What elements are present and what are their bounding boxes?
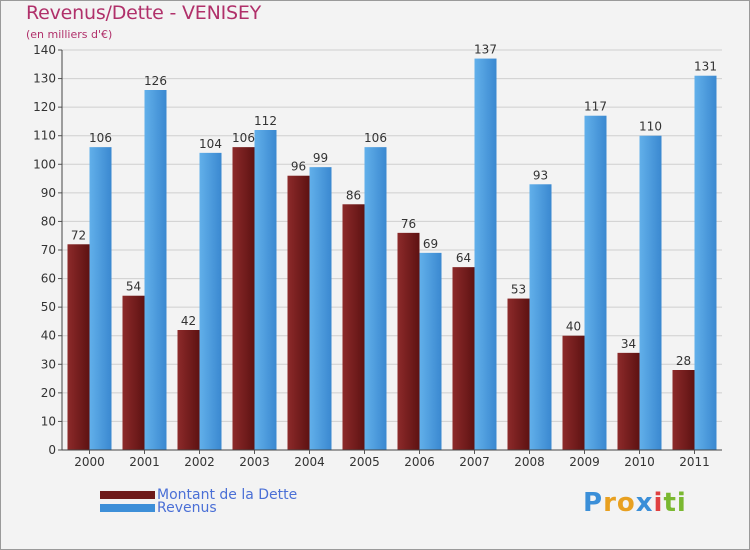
x-tick-label: 2005 [349,455,380,469]
y-tick-label: 100 [33,157,56,171]
x-tick-label: 2003 [239,455,270,469]
logo-letter: i [676,488,687,518]
x-tick-label: 2006 [404,455,435,469]
bar-debt [232,147,255,450]
bar-revenue [584,115,607,450]
bar-debt [122,295,145,450]
bar-debt [342,204,365,450]
data-label-debt: 28 [676,354,691,368]
x-tick-label: 2007 [459,455,490,469]
x-tick-label: 2004 [294,455,325,469]
proxiti-logo: Proxiti [583,488,687,518]
bars [67,58,717,451]
bar-revenue [639,135,662,450]
axes: 0 10 20 30 40 50 60 70 80 90 100 110 120 130 140 2000 20… [33,43,722,469]
legend-label-revenue: Revenus [157,500,217,516]
data-label-debt: 86 [346,188,361,202]
y-tick-label: 0 [48,443,56,457]
bar-revenue [419,252,442,450]
logo-letter: i [653,488,664,518]
y-tick-label: 50 [41,300,56,314]
bar-debt [287,175,310,450]
y-tick-label: 130 [33,72,56,86]
bar-debt [67,244,90,450]
data-label-revenue: 117 [584,100,607,114]
data-label-debt: 72 [71,228,86,242]
bar-debt [397,232,420,450]
data-label-debt: 42 [181,314,196,328]
data-label-debt: 34 [621,337,636,351]
legend-item-revenue: Revenus [100,500,217,516]
bar-debt [177,330,200,450]
x-tick-label: 2010 [624,455,655,469]
legend-label-debt: Montant de la Dette [157,487,298,503]
bar-revenue [694,75,717,450]
bar-revenue [144,90,167,450]
data-label-debt: 106 [232,131,255,145]
bar-revenue [529,184,552,451]
x-tick-label: 2011 [679,455,710,469]
data-label-debt: 40 [566,320,581,334]
bar-debt [617,352,640,450]
data-label-debt: 64 [456,251,471,265]
y-tick-label: 10 [41,414,56,428]
data-label-debt: 53 [511,283,526,297]
bar-revenue [89,147,112,450]
data-label-revenue: 69 [423,237,438,251]
y-tick-label: 60 [41,272,56,286]
bar-debt [507,298,530,450]
data-label-revenue: 104 [199,137,222,151]
logo-letter: P [583,488,604,518]
data-label-debt: 54 [126,280,141,294]
y-tick-label: 110 [33,129,56,143]
data-label-revenue: 137 [474,43,497,57]
y-tick-label: 40 [41,329,56,343]
bar-revenue [474,58,497,450]
data-labels: 72 106 54 126 42 104 106 112 96 99 86 106 76 69 64 137 5… [71,43,717,368]
legend-item-debt: Montant de la Dette [100,487,297,503]
data-label-debt: 96 [291,160,306,174]
y-tick-label: 30 [41,357,56,371]
bar-debt [562,335,585,450]
data-label-revenue: 126 [144,74,167,88]
data-label-revenue: 99 [313,151,328,165]
bar-revenue [309,167,332,450]
data-label-revenue: 131 [694,60,717,74]
y-tick-label: 20 [41,386,56,400]
chart-subtitle: (en milliers d'€) [26,28,113,41]
data-label-revenue: 112 [254,114,277,128]
logo-letter: t [663,488,677,518]
data-label-revenue: 106 [364,131,387,145]
logo-letter: r [603,488,617,518]
x-tick-label: 2001 [129,455,160,469]
bar-revenue [254,130,277,450]
data-label-debt: 76 [401,217,416,231]
data-label-revenue: 106 [89,131,112,145]
y-tick-label: 80 [41,214,56,228]
data-label-revenue: 93 [533,168,548,182]
logo-letter: o [616,488,636,518]
legend-swatch-revenue [100,504,155,512]
x-tick-label: 2000 [74,455,105,469]
data-label-revenue: 110 [639,120,662,134]
legend-swatch-debt [100,491,155,499]
grid-lines [62,49,722,451]
logo-letter: x [635,488,654,518]
y-tick-label: 70 [41,243,56,257]
bar-debt [452,267,475,450]
bar-revenue [364,147,387,450]
y-tick-label: 140 [33,43,56,57]
chart-title: Revenus/Dette - VENISEY [26,2,262,24]
y-tick-label: 120 [33,100,56,114]
bar-debt [672,370,695,450]
x-tick-label: 2008 [514,455,545,469]
x-tick-label: 2009 [569,455,600,469]
bar-revenue [199,152,222,450]
x-tick-label: 2002 [184,455,215,469]
y-tick-label: 90 [41,186,56,200]
